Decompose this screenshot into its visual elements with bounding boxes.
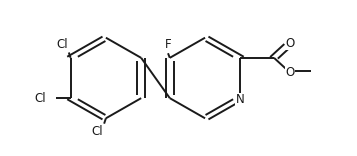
Text: N: N bbox=[236, 93, 245, 106]
Text: O: O bbox=[285, 37, 295, 50]
Text: Cl: Cl bbox=[91, 125, 103, 138]
Text: Cl: Cl bbox=[35, 92, 46, 105]
Text: F: F bbox=[165, 38, 171, 51]
Text: Cl: Cl bbox=[56, 38, 67, 51]
Text: O: O bbox=[285, 66, 295, 79]
